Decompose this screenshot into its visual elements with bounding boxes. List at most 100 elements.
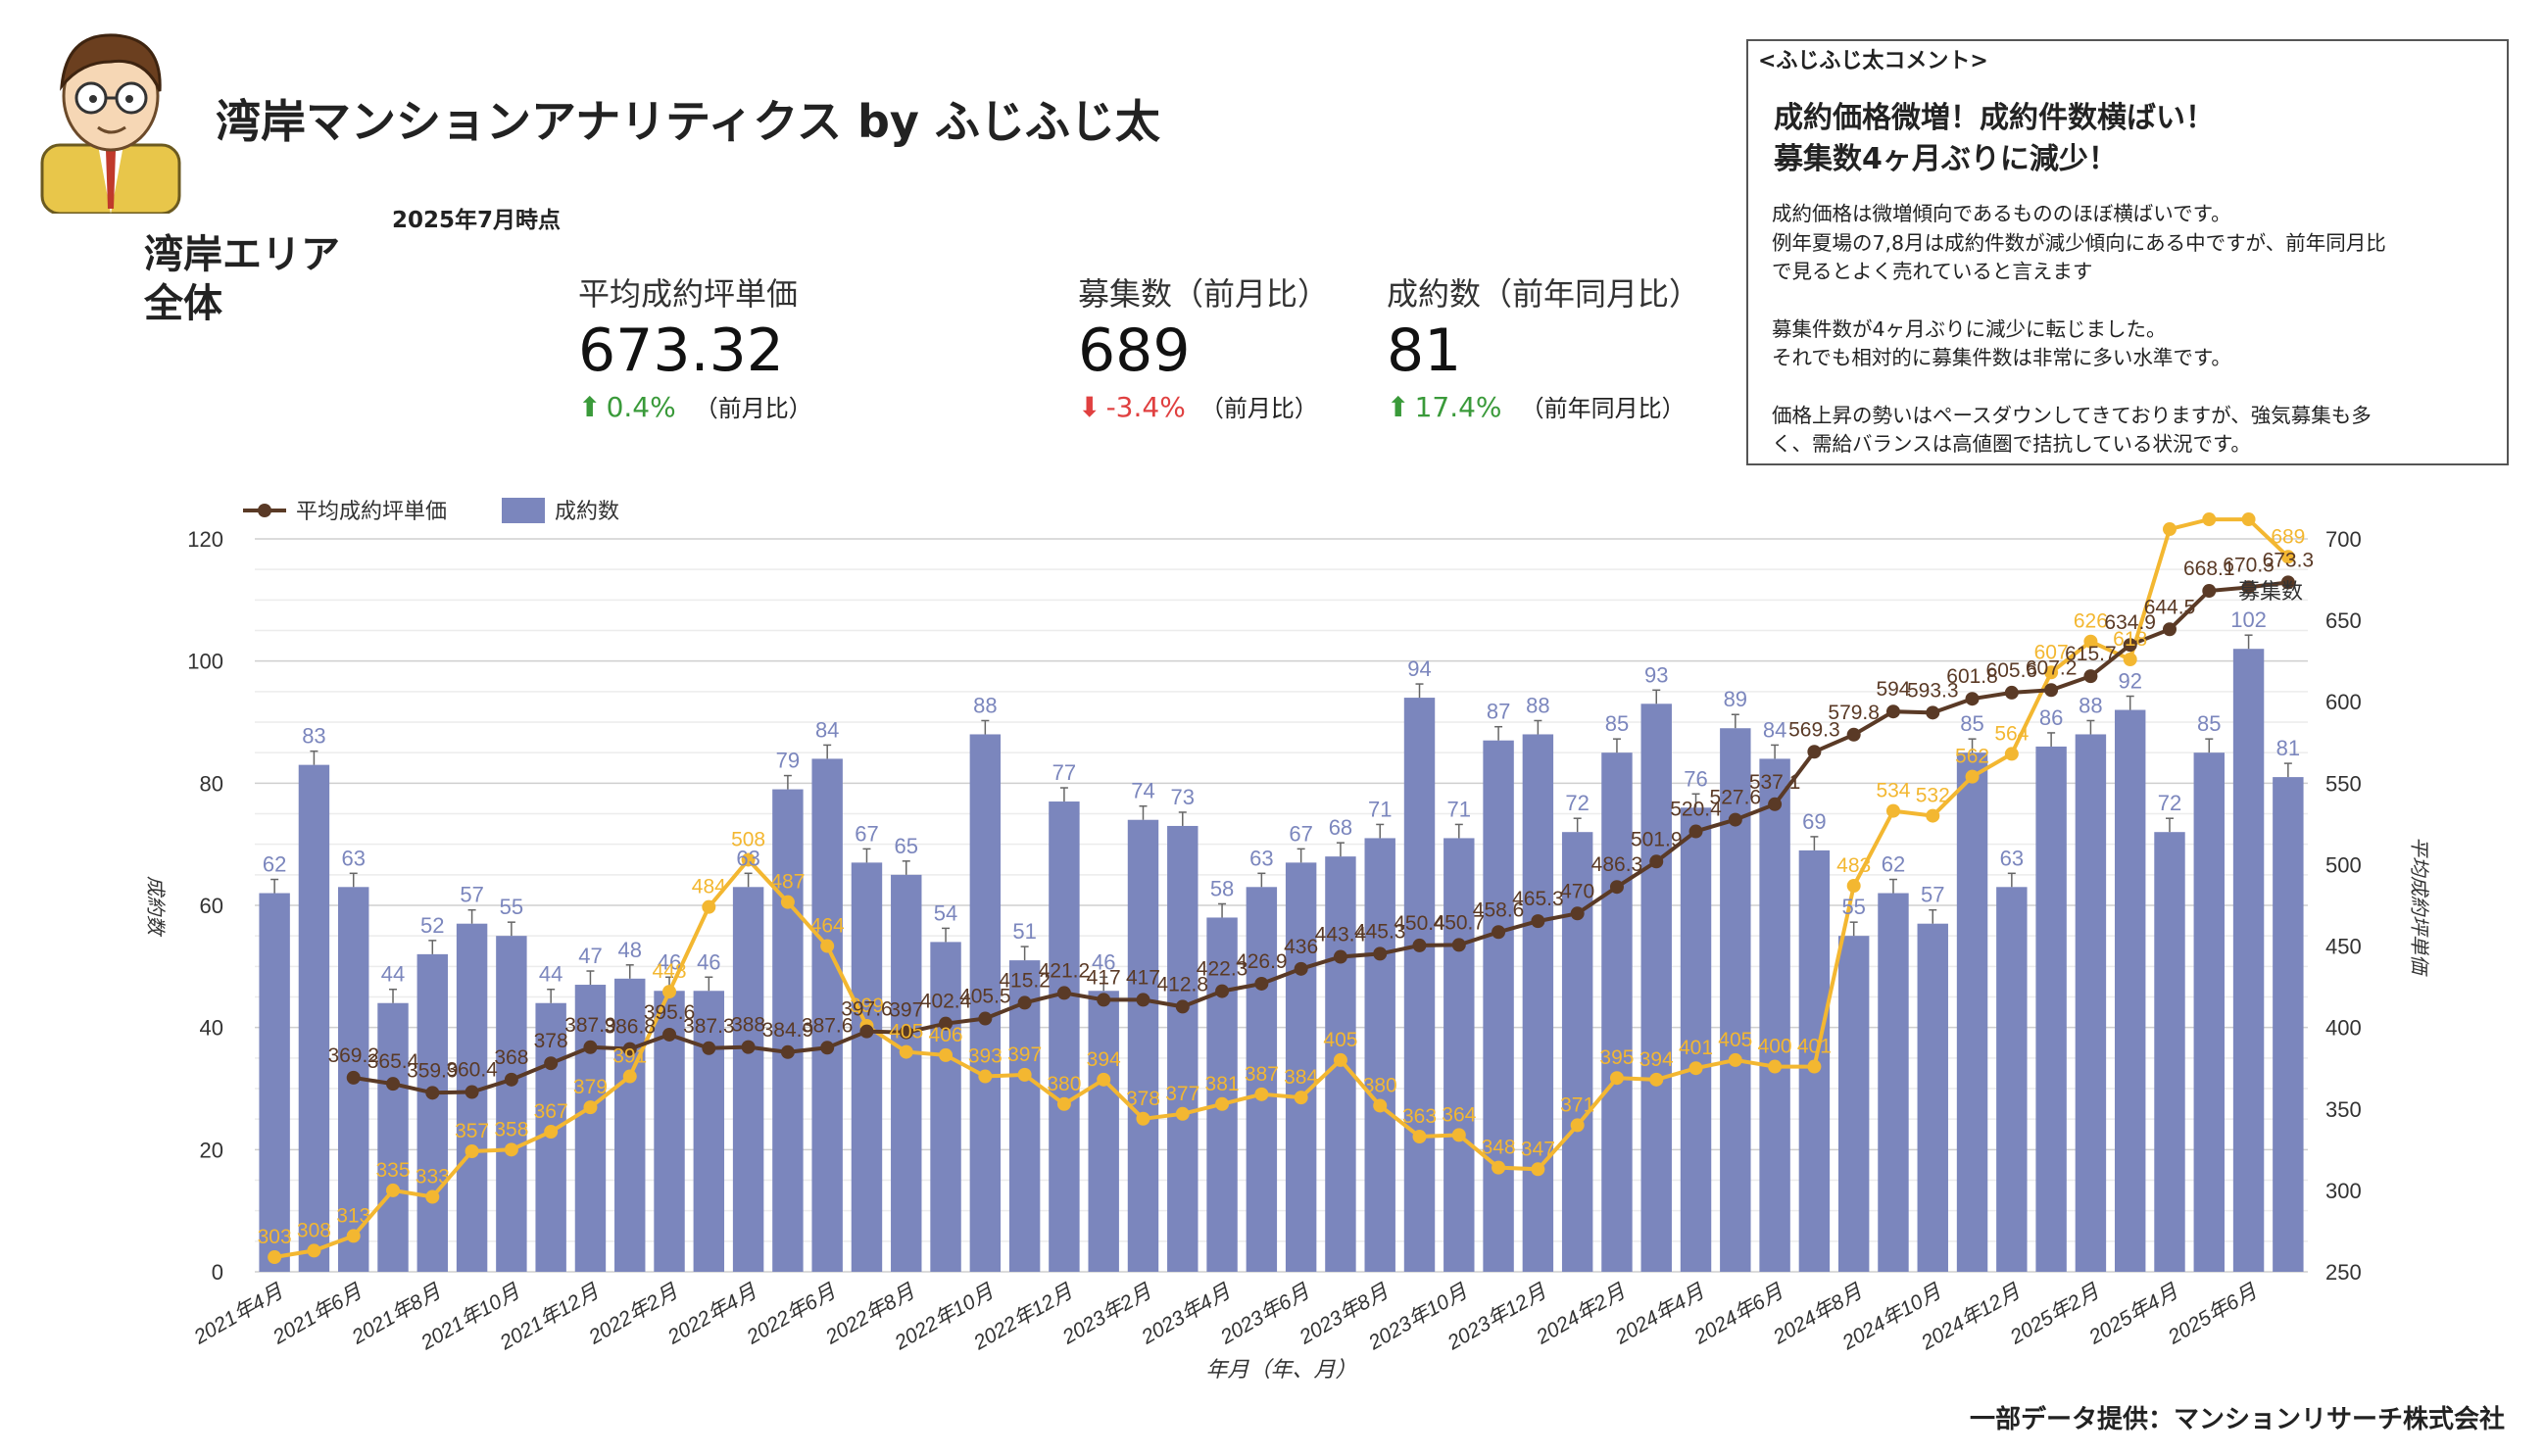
data-source-credit: 一部データ提供：マンションリサーチ株式会社: [1969, 1405, 2505, 1434]
listing-value-label: 534: [1876, 780, 1910, 802]
listing-point: [1492, 1160, 1506, 1175]
price-point: [1333, 949, 1347, 964]
listing-point: [1846, 879, 1861, 894]
listing-value-label: 487: [770, 871, 805, 894]
listing-value-label: 393: [968, 1045, 1003, 1068]
comment-line: 例年夏場の7,8月は成約件数が減少傾向にある中ですが、前年同月比: [1772, 230, 2386, 255]
x-tick-label: 2021年6月: [269, 1280, 367, 1349]
comment-box: <ふじふじ太コメント> 成約価格微増！成約件数横ばい！ 募集数4ヶ月ぶりに減少！…: [1746, 39, 2509, 465]
listing-point: [1136, 1111, 1150, 1126]
listing-point: [1017, 1067, 1032, 1082]
kpi-value: 673.32: [578, 316, 784, 385]
listing-point: [307, 1243, 321, 1258]
listing-point: [1728, 1052, 1742, 1067]
bar-value-label: 72: [1565, 791, 1589, 815]
bar-value-label: 68: [1329, 815, 1352, 840]
listing-value-label: 405: [1718, 1029, 1752, 1051]
x-tick-label: 2025年2月: [2006, 1280, 2104, 1349]
bar: [1996, 887, 2028, 1272]
author-avatar-icon: [40, 33, 181, 214]
price-value-label: 537.1: [1749, 771, 1801, 794]
bar: [1285, 862, 1317, 1272]
price-point: [504, 1072, 518, 1087]
price-value-label: 422.3: [1197, 958, 1248, 981]
listing-point: [504, 1142, 518, 1157]
comment-paragraph: 成約価格は微増傾向であるもののほぼ横ばいです。 例年夏場の7,8月は成約件数が減…: [1772, 200, 2502, 287]
listing-point: [2004, 747, 2019, 761]
bar-value-label: 63: [736, 846, 759, 870]
price-value-label: 421.2: [1039, 959, 1091, 982]
kpi-label: 成約数（前年同月比）: [1387, 275, 1701, 313]
listing-point: [268, 1250, 282, 1265]
kpi-note: （前月比）: [1199, 395, 1318, 422]
y-right-tick-label: 700: [2325, 527, 2362, 552]
bar-value-label: 76: [1684, 766, 1707, 791]
kpi-value: 689: [1078, 316, 1191, 385]
y-left-tick-label: 40: [200, 1016, 223, 1041]
y-left-tick-label: 60: [200, 894, 223, 918]
arrow-down-icon: ⬇: [1078, 391, 1101, 423]
price-value-label: 601.8: [1946, 665, 1998, 688]
listing-value-label: 532: [1916, 785, 1950, 807]
comment-line: く、需給バランスは高値圏で拮抗している状況です。: [1772, 432, 2251, 456]
price-value-label: 579.8: [1828, 702, 1880, 724]
price-point: [583, 1040, 598, 1054]
comment-line: それでも相対的に募集件数は非常に多い水準です。: [1772, 346, 2231, 369]
listing-value-label: 401: [1679, 1037, 1713, 1059]
bar-value-label: 44: [381, 962, 405, 987]
y-left-tick-label: 0: [212, 1260, 223, 1285]
comment-line: で見るとよく売れていると言えます: [1772, 260, 2093, 283]
y-left-axis-title: 成約数: [144, 876, 166, 938]
bar-value-label: 71: [1368, 797, 1392, 821]
bar-value-label: 54: [934, 900, 957, 925]
listing-point: [2162, 522, 2177, 537]
price-point: [1926, 705, 1940, 720]
y-left-tick-label: 100: [187, 650, 223, 674]
price-point: [1728, 812, 1742, 827]
listing-point: [1965, 769, 1980, 784]
bar: [1759, 758, 1790, 1272]
price-value-label: 384.9: [762, 1019, 814, 1042]
bar-value-label: 62: [263, 852, 286, 877]
comment-paragraph: 募集件数が4ヶ月ぶりに減少に転じました。 それでも相対的に募集件数は非常に多い水…: [1772, 315, 2502, 373]
bar-value-label: 57: [1921, 883, 1944, 907]
price-value-label: 644.5: [2144, 596, 2196, 618]
price-value-label: 443.4: [1315, 924, 1367, 946]
bar-value-label: 47: [578, 944, 602, 968]
x-axis-title: 年月（年、月）: [1205, 1357, 1356, 1382]
price-point: [820, 1041, 835, 1055]
listing-point: [1768, 1059, 1783, 1074]
price-value-label: 615.7: [2065, 643, 2117, 665]
bar: [259, 893, 290, 1272]
bar-value-label: 44: [539, 962, 563, 987]
y-right-tick-label: 400: [2325, 1016, 2362, 1041]
bar: [930, 942, 961, 1272]
price-value-label: 387.6: [802, 1014, 854, 1037]
price-value-label: 634.9: [2104, 611, 2156, 634]
listing-point: [1215, 1096, 1230, 1111]
listing-point: [820, 939, 835, 953]
bar-series: [259, 634, 2304, 1272]
bar: [1601, 752, 1633, 1272]
listing-value-label: 348: [1482, 1137, 1516, 1159]
bar-value-label: 63: [2000, 846, 2024, 870]
bar: [1837, 936, 1870, 1272]
bar: [377, 1002, 409, 1272]
bar-value-label: 85: [1605, 711, 1629, 736]
price-point: [1846, 727, 1861, 742]
price-point: [2004, 685, 2019, 700]
bar-value-label: 65: [895, 834, 918, 858]
price-value-label: 365.4: [367, 1050, 419, 1073]
comment-tag: <ふじふじ太コメント>: [1758, 49, 1988, 73]
listing-point: [1254, 1087, 1269, 1101]
bar: [1008, 960, 1041, 1272]
y-right-tick-label: 300: [2325, 1179, 2362, 1203]
listing-point: [1807, 1059, 1822, 1074]
price-value-label: 673.3: [2263, 549, 2315, 571]
listing-value-label: 564: [1994, 722, 2029, 745]
bar: [2075, 734, 2107, 1272]
bar: [1246, 887, 1278, 1272]
price-point: [1885, 704, 1900, 719]
bar-value-label: 89: [1724, 687, 1747, 711]
bar: [1167, 825, 1199, 1272]
